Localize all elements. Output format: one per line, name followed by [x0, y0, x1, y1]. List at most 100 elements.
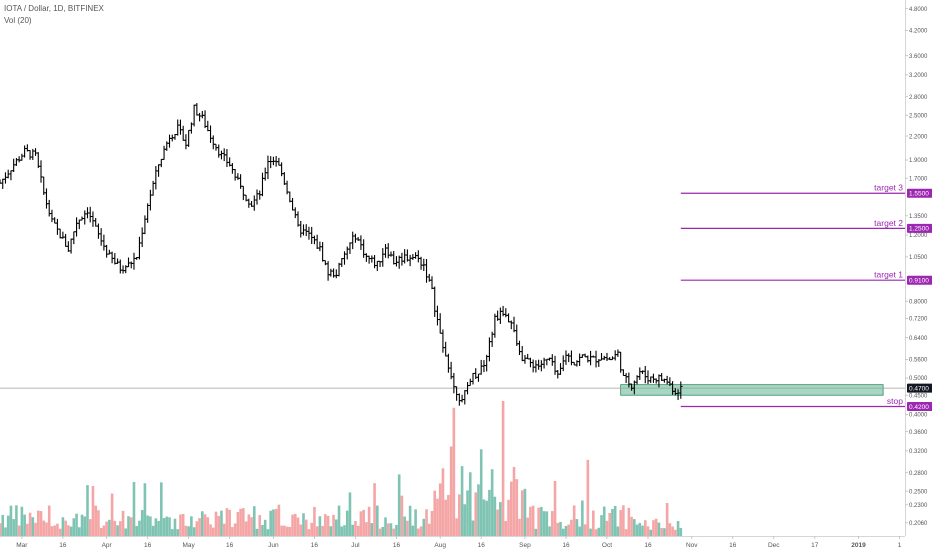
volume-bar [102, 525, 106, 536]
y-tick-label: 0.6400 [909, 336, 928, 342]
volume-bar [395, 524, 398, 536]
ohlc-bar [430, 276, 434, 290]
volume-bar [548, 526, 551, 536]
volume-bar [228, 509, 231, 536]
ohlc-bar [504, 308, 508, 318]
volume-bar [474, 492, 478, 536]
ohlc-bar [148, 189, 153, 211]
ohlc-bar [320, 242, 325, 262]
ohlc-bar [3, 172, 8, 184]
volume-bar [460, 466, 464, 536]
volume-bar [165, 516, 169, 536]
ohlc-bar [164, 141, 169, 151]
volume-bar [616, 526, 620, 536]
ohlc-bar [77, 219, 82, 230]
ohlc-bar [517, 340, 522, 355]
support-zone-rect [620, 384, 884, 396]
ohlc-bar [441, 329, 445, 353]
volume-bar [403, 516, 406, 536]
volume-bar [263, 519, 267, 536]
ohlc-bar [334, 269, 339, 279]
level-badge-bg [907, 223, 932, 233]
volume-bar [449, 446, 453, 536]
ohlc-bar [9, 170, 13, 181]
ohlc-bar [389, 251, 393, 257]
y-tick-label: 2.2000 [909, 134, 928, 140]
volume-bar [266, 529, 270, 536]
ohlc-bar [184, 134, 188, 150]
volume-bar [50, 526, 54, 536]
volume-bar [291, 514, 294, 536]
volume-indicator-label[interactable]: Vol (20) [4, 16, 32, 25]
ohlc-bar [432, 286, 437, 317]
volume-bar [542, 511, 546, 536]
ohlc-bar [586, 355, 590, 363]
volume-bar [56, 523, 59, 536]
volume-bar [321, 526, 324, 536]
y-tick-label: 0.5000 [909, 376, 928, 382]
x-tick-label: Aug [434, 542, 446, 549]
volume-bar [304, 519, 308, 536]
volume-bar [293, 513, 297, 536]
ohlc-bar [577, 353, 582, 366]
ohlc-bar [252, 195, 257, 211]
ohlc-bar [241, 185, 246, 201]
volume-bar [91, 485, 95, 536]
volume-bar [553, 481, 557, 536]
level-badge: 1.5500 [907, 188, 932, 198]
volume-bar [638, 522, 642, 536]
x-tick-label: 16 [59, 542, 67, 549]
ohlc-bar [637, 367, 642, 380]
ohlc-bar [11, 158, 16, 172]
level-badge-bg [907, 275, 932, 285]
ohlc-bar [380, 248, 385, 267]
ohlc-bar [468, 378, 473, 387]
volume-bar [151, 525, 155, 536]
ohlc-bar [665, 375, 669, 385]
ohlc-bar [178, 119, 183, 135]
ohlc-bar [145, 203, 150, 223]
x-tick-label: 16 [644, 542, 652, 549]
volume-bar [315, 526, 319, 536]
volume-bar [58, 528, 62, 536]
level-badge-bg [907, 188, 932, 198]
volume-bar [170, 529, 174, 536]
volume-bar [105, 521, 108, 536]
volume-bar [211, 527, 215, 536]
volume-bar [272, 509, 275, 536]
ohlc-bar [88, 206, 93, 223]
volume-bar [507, 499, 510, 536]
ohlc-bar [52, 217, 57, 224]
ohlc-bar [558, 363, 563, 375]
ohlc-bar [345, 246, 350, 260]
ohlc-bar [205, 120, 210, 132]
ohlc-bar [569, 350, 574, 366]
volume-bar [436, 498, 439, 536]
ohlc-bar [143, 215, 147, 235]
volume-bar [567, 524, 571, 536]
volume-bar [288, 526, 292, 536]
volume-bar [362, 509, 365, 536]
ohlc-bar [435, 305, 440, 326]
ohlc-bar [400, 252, 404, 266]
ohlc-bar [304, 224, 309, 237]
ohlc-bar [293, 207, 298, 219]
volume-bar [236, 512, 240, 536]
volume-bar [72, 518, 76, 536]
volume-bar [477, 484, 480, 536]
ohlc-bar [339, 258, 344, 267]
ohlc-bar [588, 350, 593, 366]
volume-bar [88, 519, 92, 536]
volume-bar [67, 525, 70, 536]
ohlc-bar [383, 244, 388, 258]
volume-bar [231, 527, 234, 536]
volume-bar [427, 523, 431, 536]
volume-bar [77, 527, 81, 536]
volume-bar [433, 490, 437, 536]
volume-bar [496, 509, 499, 536]
volume-bar [45, 522, 48, 536]
y-tick-label: 0.3200 [909, 449, 928, 455]
ohlc-bar [391, 251, 396, 265]
volume-bar [239, 508, 242, 536]
